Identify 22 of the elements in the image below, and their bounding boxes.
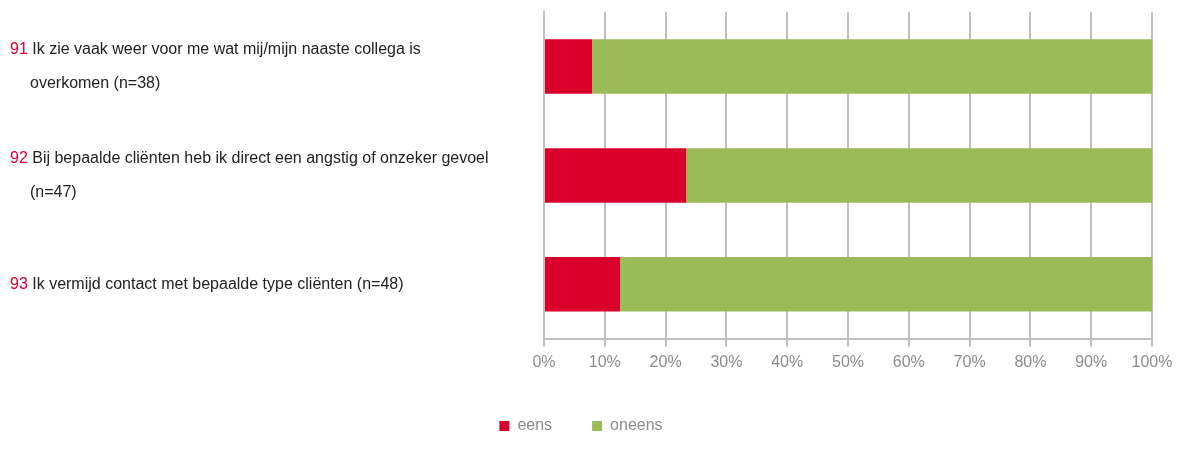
- x-tick-label: 80%: [1014, 352, 1047, 370]
- category-label: 91 Ik zie vaak weer voor me wat mij/mijn naaste collega is overkomen (n=38): [10, 39, 421, 91]
- bar: [545, 257, 620, 312]
- x-tick-label: 30%: [710, 352, 743, 370]
- x-tick-label: 70%: [953, 352, 986, 370]
- bar: [620, 257, 1152, 312]
- category-label: 92 Bij bepaalde cliënten heb ik direct een angstig of onzeker gevoel (n=47): [10, 148, 489, 200]
- bar: [592, 39, 1152, 94]
- category-label: 93 Ik vermijd contact met bepaalde type cliënten (n=48): [10, 274, 404, 292]
- x-tick-label: 100%: [1131, 352, 1173, 370]
- x-tick-label: 10%: [588, 352, 621, 370]
- x-tick-label: 0%: [532, 352, 556, 370]
- bar: [545, 148, 687, 203]
- x-tick-label: 60%: [892, 352, 925, 370]
- x-tick-label: 90%: [1075, 352, 1108, 370]
- bar: [686, 148, 1152, 203]
- legend-label: eens: [517, 416, 553, 434]
- x-tick-label: 50%: [831, 352, 865, 370]
- legend-label: oneens: [610, 416, 663, 434]
- bar: [545, 39, 593, 94]
- x-tick-label: 20%: [649, 352, 682, 370]
- x-tick-label: 40%: [771, 352, 804, 370]
